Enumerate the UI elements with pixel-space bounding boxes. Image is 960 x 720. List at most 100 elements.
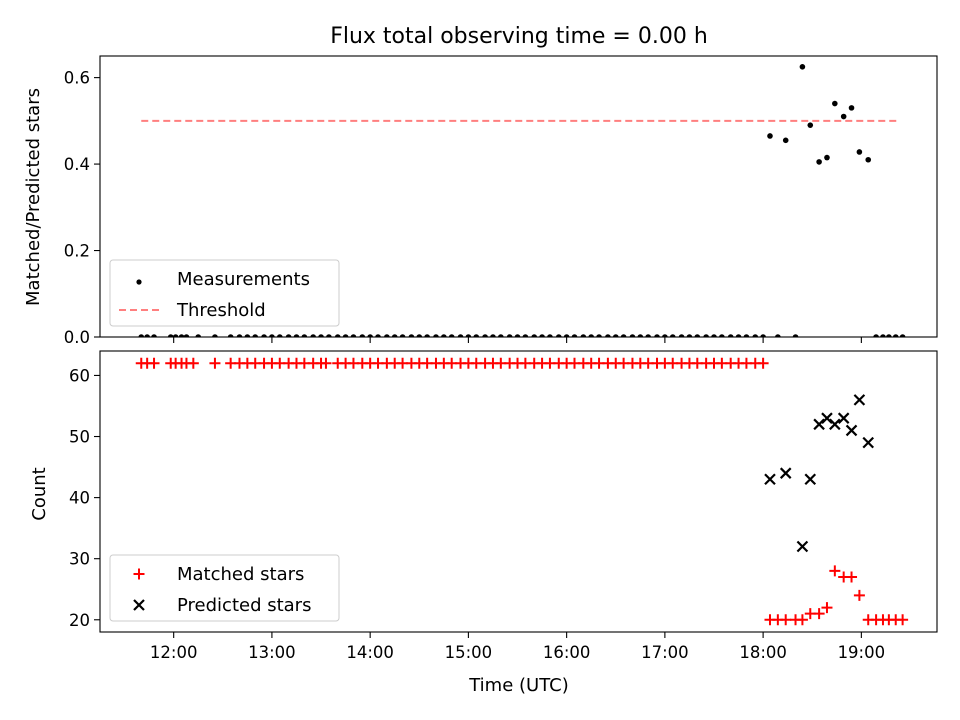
measurement-point xyxy=(719,334,725,337)
measurement-point xyxy=(620,334,627,337)
measurement-point xyxy=(144,334,150,337)
measurement-point xyxy=(775,334,781,337)
measurement-point xyxy=(334,334,341,337)
measurement-point xyxy=(856,149,863,155)
legend-marker-predicted xyxy=(133,599,145,611)
legend-label: Measurements xyxy=(177,269,310,290)
measurement-point xyxy=(645,334,651,337)
measurement-point xyxy=(547,334,553,337)
legend-label: Predicted stars xyxy=(177,595,311,616)
measurement-point xyxy=(301,334,308,337)
measurement-point xyxy=(588,334,594,337)
measurement-point xyxy=(743,334,750,337)
y-tick-label: 0.6 xyxy=(64,69,90,88)
y-tick-label: 0.4 xyxy=(64,155,90,174)
x-tick-label: 12:00 xyxy=(150,643,198,662)
legend-marker-matched xyxy=(133,568,145,580)
measurement-point xyxy=(384,334,390,337)
measurement-point xyxy=(172,334,179,337)
measurement-point xyxy=(612,334,619,337)
measurement-point xyxy=(767,133,773,139)
measurement-point xyxy=(293,334,300,337)
measurement-point xyxy=(473,334,480,337)
y-axis-label-count: Count xyxy=(29,467,50,520)
predicted-star-point xyxy=(779,467,792,479)
x-tick-label: 19:00 xyxy=(838,643,886,662)
measurement-point xyxy=(408,334,415,337)
matched-star-point xyxy=(813,608,825,620)
measurement-point xyxy=(711,334,717,337)
x-axis-label: Time (UTC) xyxy=(468,675,569,696)
x-tick-label: 14:00 xyxy=(346,643,394,662)
measurement-point xyxy=(662,334,668,337)
measurement-point xyxy=(840,113,847,120)
matched-star-point xyxy=(780,614,792,626)
measurement-point xyxy=(350,334,357,337)
legend-marker-measurements xyxy=(136,279,142,285)
measurement-point xyxy=(151,334,157,337)
predicted-star-point xyxy=(821,412,833,424)
measurement-point xyxy=(848,105,855,111)
measurement-point xyxy=(832,100,838,107)
x-tick-label: 15:00 xyxy=(445,643,493,662)
y-tick-label: 0.2 xyxy=(64,242,90,261)
measurement-point xyxy=(465,334,472,337)
y-tick-label: 20 xyxy=(69,611,90,630)
measurement-point xyxy=(375,334,381,337)
measurement-point xyxy=(899,334,906,337)
measurement-point xyxy=(873,334,879,337)
predicted-star-point xyxy=(796,540,809,553)
measurement-point xyxy=(816,159,822,165)
predicted-star-point xyxy=(853,394,866,406)
matched-star-point xyxy=(796,614,808,626)
measurement-point xyxy=(391,334,398,337)
chart-title: Flux total observing time = 0.00 h xyxy=(330,24,708,49)
measurement-point xyxy=(359,334,366,337)
measurement-point xyxy=(261,334,267,337)
y-tick-label: 40 xyxy=(69,489,90,508)
measurement-point xyxy=(448,334,455,337)
x-tick-label: 18:00 xyxy=(739,643,787,662)
measurement-point xyxy=(678,334,685,337)
y-tick-label: 0.0 xyxy=(64,328,90,347)
measurement-point xyxy=(694,334,701,337)
measurement-point xyxy=(433,334,439,337)
measurement-point xyxy=(824,154,830,161)
measurement-point xyxy=(703,334,709,337)
measurement-point xyxy=(886,334,892,337)
measurement-point xyxy=(506,334,513,337)
measurement-point xyxy=(167,334,174,337)
predicted-star-point xyxy=(764,473,776,486)
measurement-point xyxy=(441,334,447,337)
measurement-point xyxy=(782,137,789,144)
measurement-point xyxy=(310,334,316,337)
measurement-point xyxy=(498,334,504,337)
matched-star-point xyxy=(821,602,833,614)
measurement-point xyxy=(792,334,799,337)
predicted-star-point xyxy=(862,436,875,449)
measurement-point xyxy=(580,334,587,337)
legend-label: Matched stars xyxy=(177,564,304,585)
measurement-point xyxy=(669,334,676,337)
matched-star-point xyxy=(846,571,858,583)
measurement-point xyxy=(735,334,742,337)
legend-label: Threshold xyxy=(176,300,266,321)
axes-frame xyxy=(99,350,938,633)
measurement-point xyxy=(637,334,644,337)
y-tick-label: 30 xyxy=(69,550,90,569)
predicted-star-point xyxy=(829,418,841,431)
measurement-point xyxy=(244,334,251,337)
predicted-star-point xyxy=(837,412,850,424)
measurement-point xyxy=(605,334,611,337)
measurement-point xyxy=(514,334,521,337)
measurement-point xyxy=(183,334,190,337)
plot-area xyxy=(138,64,906,337)
measurement-point xyxy=(531,334,538,337)
y-axis-label-ratio: Matched/Predicted stars xyxy=(23,88,44,306)
measurement-point xyxy=(326,334,332,337)
measurement-point xyxy=(555,334,562,337)
predicted-star-point xyxy=(813,418,825,431)
legend-box xyxy=(109,554,340,622)
measurement-point xyxy=(342,334,349,337)
